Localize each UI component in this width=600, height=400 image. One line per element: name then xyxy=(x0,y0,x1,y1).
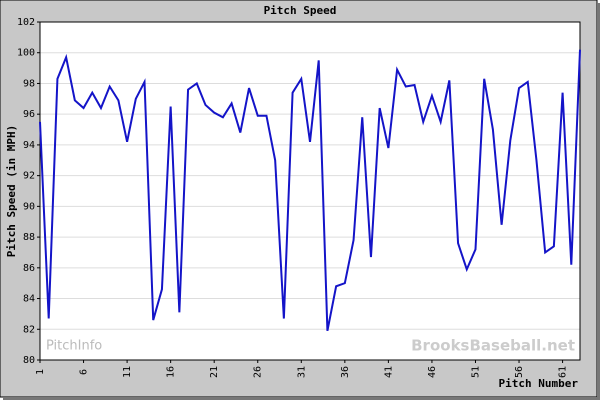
y-tick-label: 86 xyxy=(23,263,35,274)
frame-shadow xyxy=(3,397,600,400)
x-tick-label: 21 xyxy=(209,366,220,378)
y-tick-label: 94 xyxy=(23,140,35,151)
x-tick-label: 56 xyxy=(514,366,525,378)
x-tick-label: 1 xyxy=(35,369,46,375)
x-tick-label: 36 xyxy=(340,366,351,378)
x-axis-title: Pitch Number xyxy=(499,377,579,390)
y-tick-label: 100 xyxy=(17,48,35,59)
x-tick-label: 31 xyxy=(296,366,307,378)
plot-area xyxy=(40,22,580,360)
y-tick-label: 92 xyxy=(23,171,35,182)
x-tick-label: 61 xyxy=(558,366,569,378)
x-tick-label: 46 xyxy=(427,366,438,378)
y-tick-label: 98 xyxy=(23,78,35,89)
x-tick-label: 51 xyxy=(470,366,481,378)
watermark: BrooksBaseball.net xyxy=(411,337,575,355)
y-tick-label: 80 xyxy=(23,355,35,366)
y-tick-label: 84 xyxy=(23,294,35,305)
x-tick-label: 6 xyxy=(79,369,90,375)
chart-title: Pitch Speed xyxy=(264,4,337,17)
y-axis-title: Pitch Speed (in MPH) xyxy=(5,125,18,257)
x-tick-label: 41 xyxy=(383,366,394,378)
x-tick-label: 16 xyxy=(166,366,177,378)
y-tick-label: 96 xyxy=(23,109,35,120)
frame-shadow xyxy=(597,3,600,400)
y-tick-label: 88 xyxy=(23,232,35,243)
y-tick-label: 82 xyxy=(23,324,35,335)
y-tick-label: 90 xyxy=(23,201,35,212)
data-line xyxy=(39,49,581,332)
plot-border xyxy=(39,21,581,361)
x-tick-label: 26 xyxy=(253,366,264,378)
watermark: PitchInfo xyxy=(46,339,102,354)
y-tick-label: 102 xyxy=(17,17,35,28)
x-tick-label: 11 xyxy=(122,366,133,378)
